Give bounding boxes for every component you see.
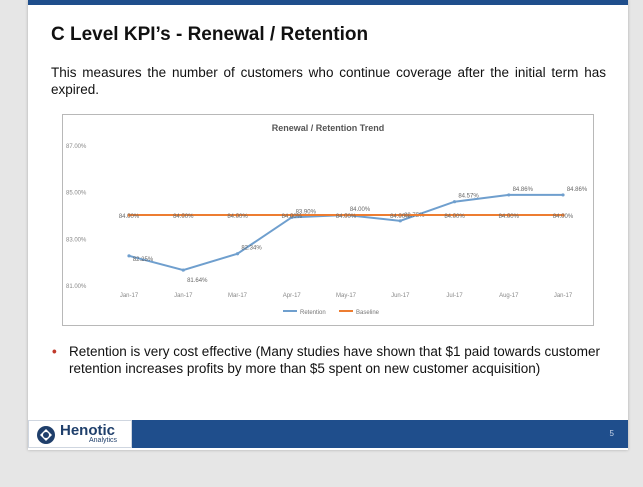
x-tick-label: Aug-17 (499, 293, 519, 299)
y-tick-label: 83.00% (66, 237, 87, 243)
intro-text: This measures the number of customers wh… (51, 65, 606, 97)
data-label-retention: 84.86% (567, 187, 588, 193)
retention-chart: Renewal / Retention Trend 87.00% 85.00% 83… (62, 114, 594, 326)
slide-title: C Level KPI’s - Renewal / Retention (51, 24, 369, 45)
data-label-baseline: 84.00% (499, 214, 520, 220)
data-label-retention: 82.34% (241, 246, 262, 252)
x-tick-label: Jul-17 (446, 293, 463, 299)
data-point-retention (181, 268, 185, 272)
company-logo: Henotic Analytics (28, 420, 132, 448)
data-label-baseline: 84.00% (119, 214, 140, 220)
data-label-baseline: 84.00% (227, 214, 248, 220)
logo-emblem-icon (37, 426, 55, 444)
bullet-point: • Retention is very cost effective (Many… (52, 343, 602, 377)
data-label-baseline: 84.00% (444, 214, 465, 220)
data-point-baseline (235, 213, 240, 217)
data-label-baseline: 84.00% (553, 214, 574, 220)
x-tick-label: May-17 (336, 293, 357, 299)
top-accent-bar (28, 0, 628, 5)
data-label-retention: 83.90% (296, 209, 317, 215)
bullet-icon: • (52, 344, 57, 359)
data-point-baseline (127, 213, 131, 217)
data-point-retention (127, 254, 131, 258)
x-tick-label: Apr-17 (283, 293, 302, 299)
data-point-retention (398, 219, 402, 223)
data-label-baseline: 84.00% (282, 214, 303, 220)
data-point-baseline (507, 213, 511, 217)
data-point-baseline (561, 213, 565, 217)
data-point-retention (235, 252, 240, 256)
data-label-retention: 84.57% (458, 194, 479, 200)
slide: C Level KPI’s - Renewal / Retention This… (28, 0, 628, 450)
data-point-baseline (452, 213, 457, 217)
data-point-baseline (290, 213, 294, 217)
x-tick-label: Jun-17 (391, 293, 410, 299)
logo-subtitle: Analytics (89, 437, 118, 444)
y-tick-label: 87.00% (66, 144, 87, 150)
page-number: 5 (609, 429, 614, 438)
x-tick-label: Jan-17 (120, 293, 139, 299)
y-tick-label: 85.00% (66, 191, 87, 197)
legend-label-retention: Retention (300, 310, 326, 316)
data-label-retention: 84.00% (350, 207, 371, 213)
data-point-baseline (181, 213, 185, 217)
data-label-retention: 81.64% (187, 278, 208, 284)
data-point-baseline (344, 213, 348, 217)
data-label-baseline: 84.00% (336, 214, 357, 220)
series-line-retention (128, 193, 563, 272)
x-tick-label: Mar-17 (228, 293, 248, 299)
data-label-retention: 82.25% (133, 257, 154, 263)
data-point-retention (290, 215, 294, 219)
data-label-retention: 84.86% (513, 187, 534, 193)
x-tick-label: Jan-17 (554, 293, 573, 299)
legend-label-baseline: Baseline (356, 310, 380, 316)
data-point-baseline (398, 213, 402, 217)
data-point-retention (452, 200, 457, 204)
bullet-text: Retention is very cost effective (Many s… (69, 344, 601, 376)
data-point-retention (507, 193, 511, 197)
y-tick-label: 81.00% (66, 284, 87, 290)
chart-title: Renewal / Retention Trend (272, 123, 385, 133)
chart-svg: Renewal / Retention Trend 87.00% 85.00% 83… (66, 123, 588, 316)
data-point-retention (561, 193, 565, 197)
logo-name: Henotic (60, 422, 116, 439)
data-label-baseline: 84.00% (173, 214, 194, 220)
data-label-baseline: 84.00% (390, 214, 411, 220)
x-tick-label: Jan-17 (174, 293, 193, 299)
